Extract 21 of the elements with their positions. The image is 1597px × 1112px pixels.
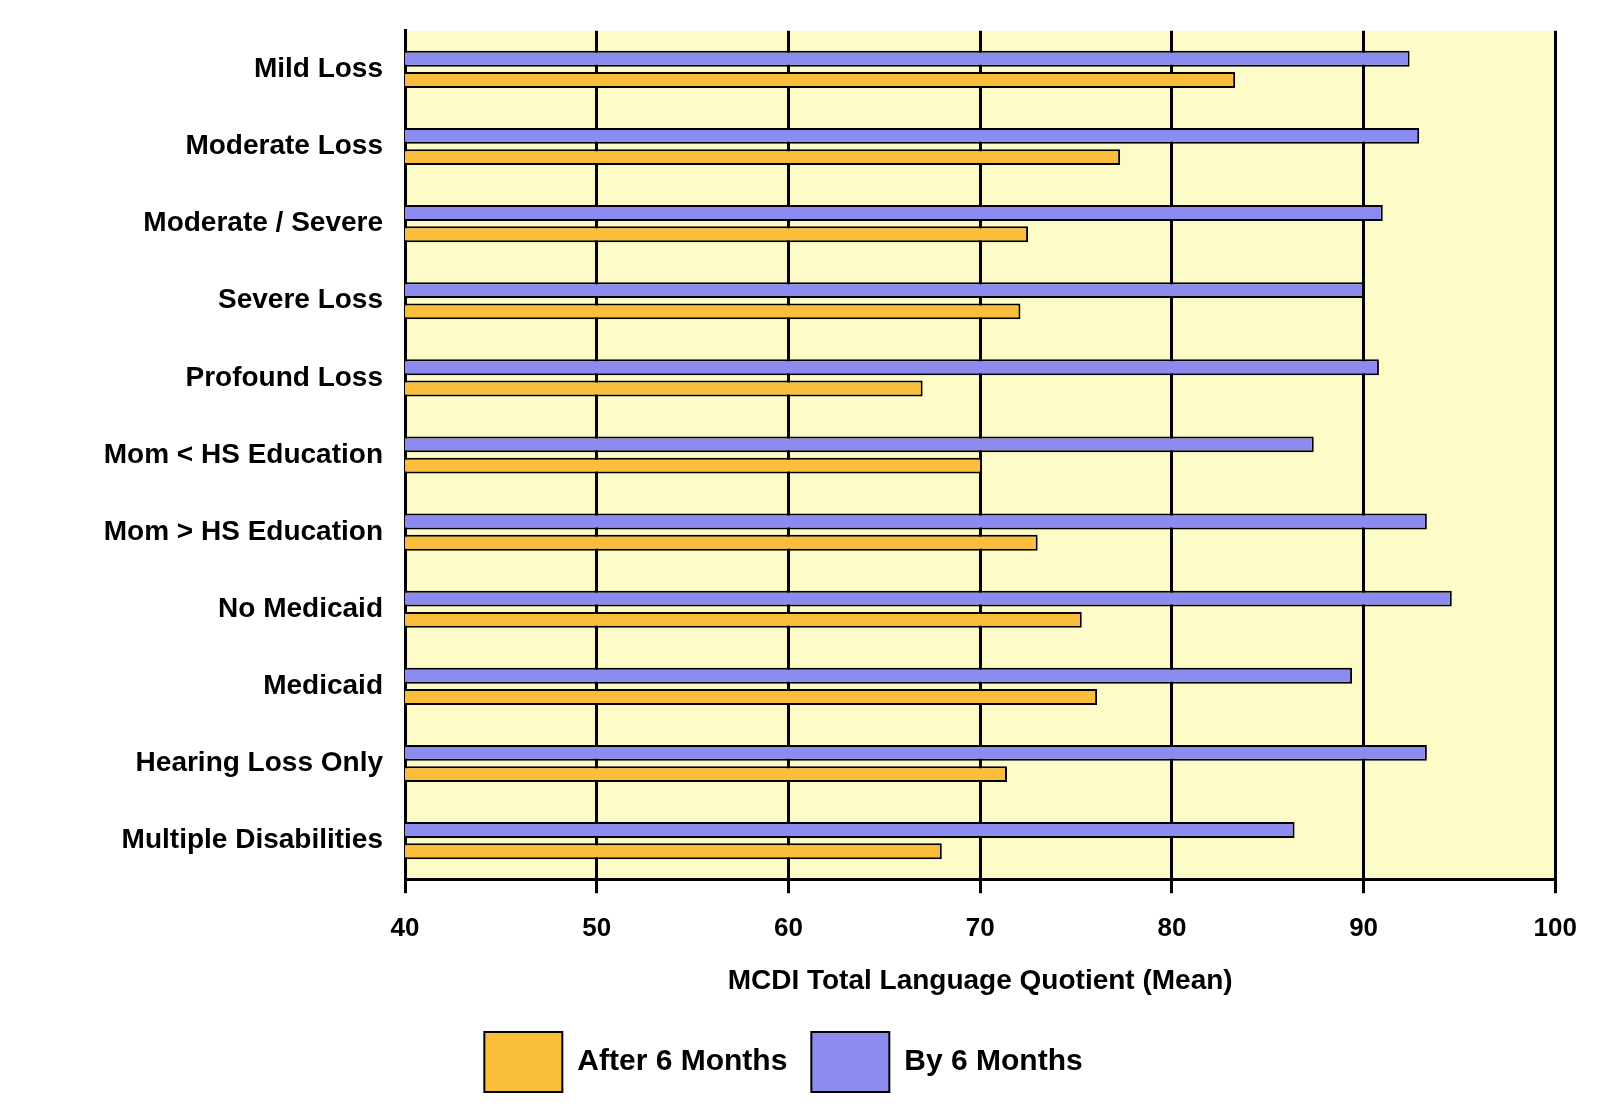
x-tick-label: 50 bbox=[582, 911, 612, 942]
y-tick-label: Medicaid bbox=[263, 669, 383, 701]
y-tick-label: Profound Loss bbox=[185, 360, 383, 392]
legend-label: By 6 Months bbox=[904, 1043, 1083, 1077]
legend-label: After 6 Months bbox=[577, 1043, 788, 1077]
x-tick-label: 70 bbox=[965, 911, 995, 942]
y-tick-label: Moderate Loss bbox=[185, 129, 383, 161]
y-tick-label: Multiple Disabilities bbox=[121, 823, 383, 855]
y-tick-label: No Medicaid bbox=[218, 591, 383, 623]
y-tick-label: Severe Loss bbox=[218, 283, 383, 315]
y-tick-label: Mom < HS Education bbox=[103, 437, 383, 469]
x-axis-title: MCDI Total Language Quotient (Mean) bbox=[727, 963, 1233, 995]
x-tick-label: 40 bbox=[390, 911, 420, 942]
x-tick-label: 60 bbox=[773, 911, 803, 942]
x-tick-label: 90 bbox=[1349, 911, 1379, 942]
x-tick-label: 80 bbox=[1157, 911, 1187, 942]
y-tick-label: Mom > HS Education bbox=[103, 514, 383, 546]
y-tick-label: Moderate / Severe bbox=[143, 206, 383, 238]
y-tick-label: Mild Loss bbox=[253, 52, 383, 84]
x-tick-label: 100 bbox=[1533, 911, 1578, 942]
y-tick-label: Hearing Loss Only bbox=[135, 746, 384, 778]
